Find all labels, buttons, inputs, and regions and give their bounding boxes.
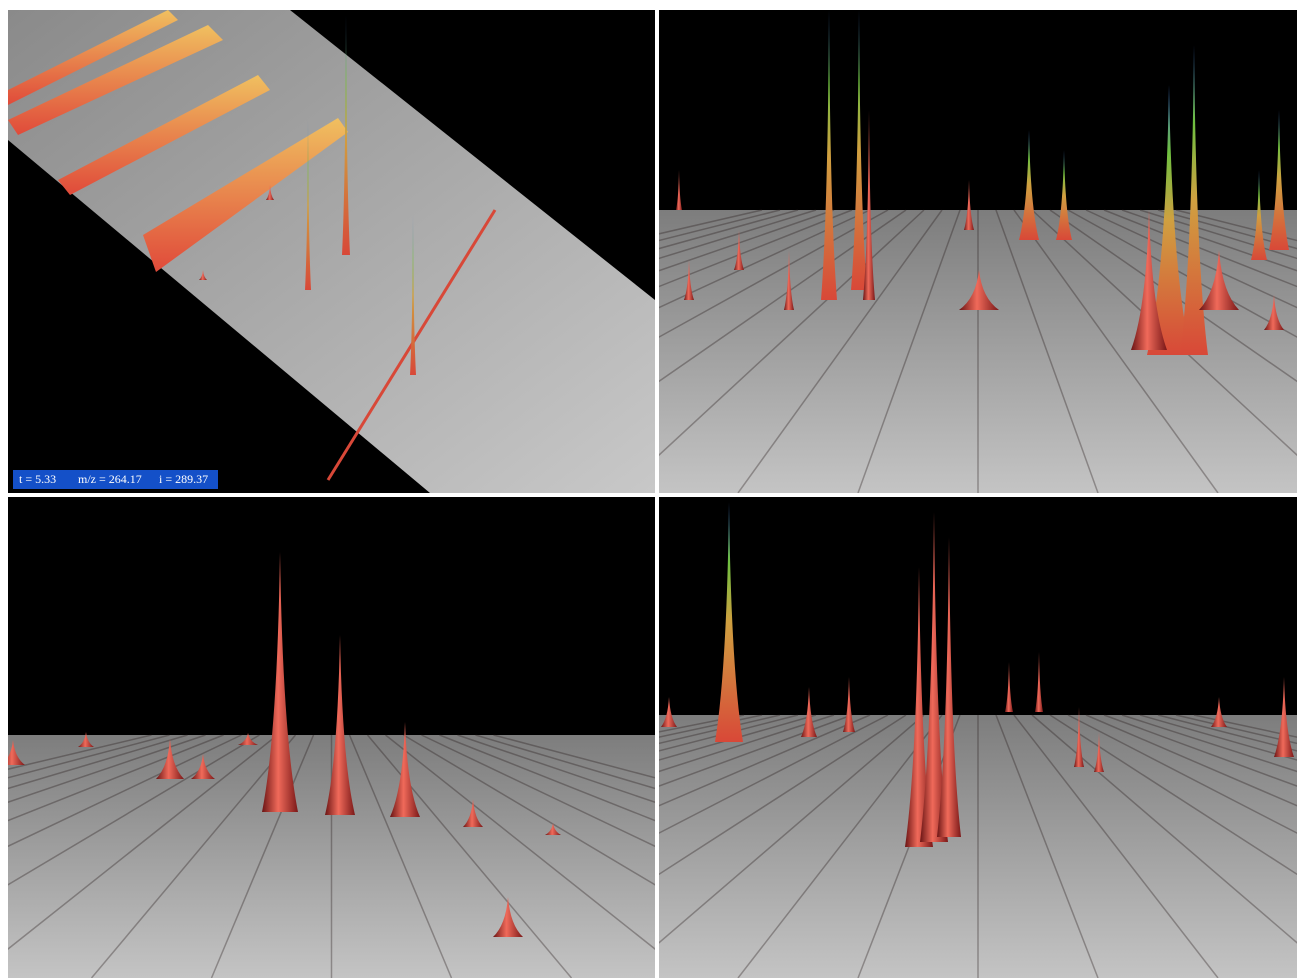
panel-top-left: t = 5.33 m/z = 264.17 i = 289.37 <box>8 10 655 493</box>
status-intensity: i = 289.37 <box>159 472 208 486</box>
figure: t = 5.33 m/z = 264.17 i = 289.37 <box>0 0 1297 978</box>
page: {"status": {"items": ["t = 5.33", "m/z =… <box>0 0 1297 978</box>
status-time: t = 5.33 <box>19 472 56 486</box>
status-mz: m/z = 264.17 <box>78 472 142 486</box>
